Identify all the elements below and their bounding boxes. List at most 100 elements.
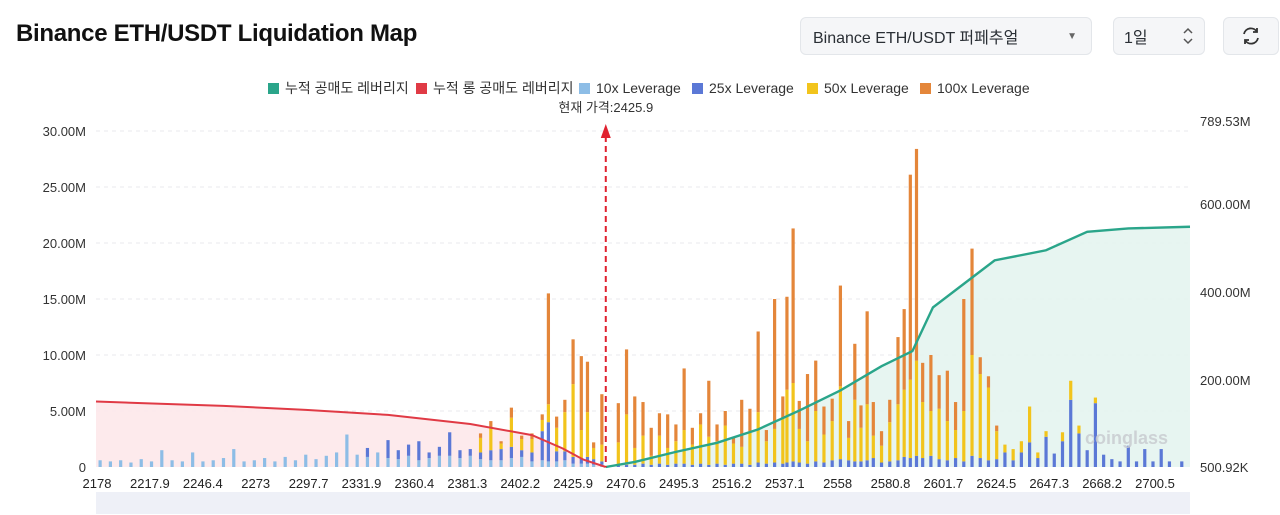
bar-segment-l100	[499, 441, 503, 444]
bar-segment-l50	[1069, 380, 1073, 400]
bar-segment-l50	[822, 434, 826, 463]
bar-segment-l25	[1143, 449, 1147, 467]
bar-segment-l100	[555, 416, 559, 428]
bar-segment-l50	[592, 447, 596, 460]
interval-stepper[interactable]: 1일	[1113, 17, 1205, 55]
bar-segment-l25	[978, 458, 982, 467]
bar-segment-l50	[748, 431, 752, 465]
bar-segment-l100	[740, 399, 744, 447]
bar-segment-l50	[563, 412, 567, 452]
bar-segment-l10	[263, 458, 267, 467]
y-left-tick-label: 30.00M	[43, 124, 86, 139]
bar-segment-l100	[797, 400, 801, 429]
legend-label: 누적 롱 공매도 레버리지	[433, 80, 573, 96]
bar-segment-l100	[731, 437, 736, 444]
bar-segment-l50	[1060, 432, 1065, 442]
bar-segment-l25	[908, 458, 912, 467]
bar-segment-l100	[871, 402, 875, 436]
bar-segment-l100	[785, 296, 789, 390]
bar-segment-l25	[600, 461, 604, 465]
bar-segment-l50	[1036, 452, 1040, 459]
y-right-tick-label: 789.53M	[1200, 114, 1251, 129]
x-tick-label: 2700.5	[1135, 476, 1175, 491]
bar-segment-l100	[698, 413, 703, 425]
bar-segment-l50	[520, 439, 524, 451]
x-tick-label: 2495.3	[659, 476, 699, 491]
bar-segment-l25	[986, 460, 991, 467]
bar-segment-l25	[489, 450, 493, 461]
refresh-button[interactable]	[1223, 17, 1279, 55]
bar-segment-l10	[293, 460, 298, 467]
bar-segment-l25	[563, 451, 567, 461]
x-tick-label: 2470.6	[606, 476, 646, 491]
bar-segment-l25	[879, 462, 884, 467]
bar-segment-l10	[376, 452, 380, 467]
pair-select[interactable]: Binance ETH/USDT 퍼페추얼 ▼	[800, 17, 1092, 55]
bar-segment-l25	[690, 464, 694, 467]
cumulative-long-line	[95, 400, 607, 468]
y-right-tick-label: 600.00M	[1200, 197, 1251, 212]
bar-segment-l25	[953, 458, 958, 467]
bar-segment-l50	[657, 435, 662, 464]
bar-segment-l100	[879, 431, 884, 446]
bar-segment-l100	[929, 355, 933, 411]
bar-segment-l25	[838, 459, 843, 467]
bar-segment-l10	[108, 461, 112, 467]
bar-segment-l25	[1036, 458, 1040, 467]
bar-segment-l10	[386, 458, 390, 467]
bar-segment-l50	[814, 411, 818, 462]
bar-segment-l25	[937, 459, 941, 467]
bar-segment-l50	[797, 428, 801, 463]
bar-segment-l50	[853, 399, 857, 462]
bar-segment-l25	[740, 463, 744, 467]
bar-segment-l25	[896, 460, 900, 467]
bar-segment-l10	[355, 454, 359, 467]
bar-segment-l10	[437, 455, 442, 467]
bar-segment-l100	[908, 174, 912, 380]
bar-segment-l100	[773, 299, 777, 429]
bar-segment-l25	[785, 462, 789, 467]
bar-segment-l50	[937, 408, 941, 460]
bar-segment-l100	[585, 361, 590, 413]
bar-segment-l10	[520, 456, 524, 467]
bar-segment-l25	[520, 450, 524, 457]
bar-segment-l100	[859, 405, 863, 428]
bar-segment-l100	[571, 339, 575, 385]
bar-segment-l50	[698, 424, 703, 464]
bar-segment-l25	[929, 455, 933, 467]
bar-segment-l50	[791, 383, 795, 462]
bar-segment-l100	[666, 414, 670, 448]
bar-segment-l25	[902, 456, 906, 467]
bar-segment-l100	[847, 421, 851, 438]
bar-segment-l10	[273, 461, 277, 467]
bar-segment-l10	[139, 459, 143, 467]
bar-segment-l50	[914, 360, 919, 456]
bar-segment-l25	[1060, 441, 1065, 467]
bar-segment-l100	[945, 370, 949, 422]
bar-segment-l10	[489, 460, 493, 467]
bar-segment-l25	[1069, 399, 1073, 467]
bar-segment-l50	[859, 427, 863, 462]
bar-segment-l25	[1126, 445, 1130, 467]
bar-segment-l50	[962, 411, 966, 462]
x-tick-label: 2601.7	[924, 476, 964, 491]
bar-segment-l25	[540, 431, 544, 461]
bar-segment-l50	[707, 436, 711, 465]
x-tick-label: 2246.4	[183, 476, 223, 491]
bar-segment-l25	[448, 432, 452, 456]
bar-segment-l100	[674, 424, 678, 442]
bar-segment-l50	[682, 430, 686, 464]
bar-segment-l100	[791, 228, 795, 383]
bar-segment-l25	[859, 461, 863, 467]
bar-segment-l50	[1093, 397, 1098, 404]
legend-swatch	[268, 83, 279, 94]
bar-segment-l50	[978, 374, 982, 459]
bar-segment-l100	[853, 343, 857, 400]
bar-segment-l10	[406, 455, 411, 467]
bar-segment-l25	[571, 456, 575, 464]
bar-segment-l100	[478, 433, 483, 438]
bar-segment-l100	[995, 425, 999, 432]
bar-segment-l10	[170, 460, 174, 467]
bar-segment-l25	[530, 452, 534, 462]
bar-segment-l25	[847, 460, 851, 467]
